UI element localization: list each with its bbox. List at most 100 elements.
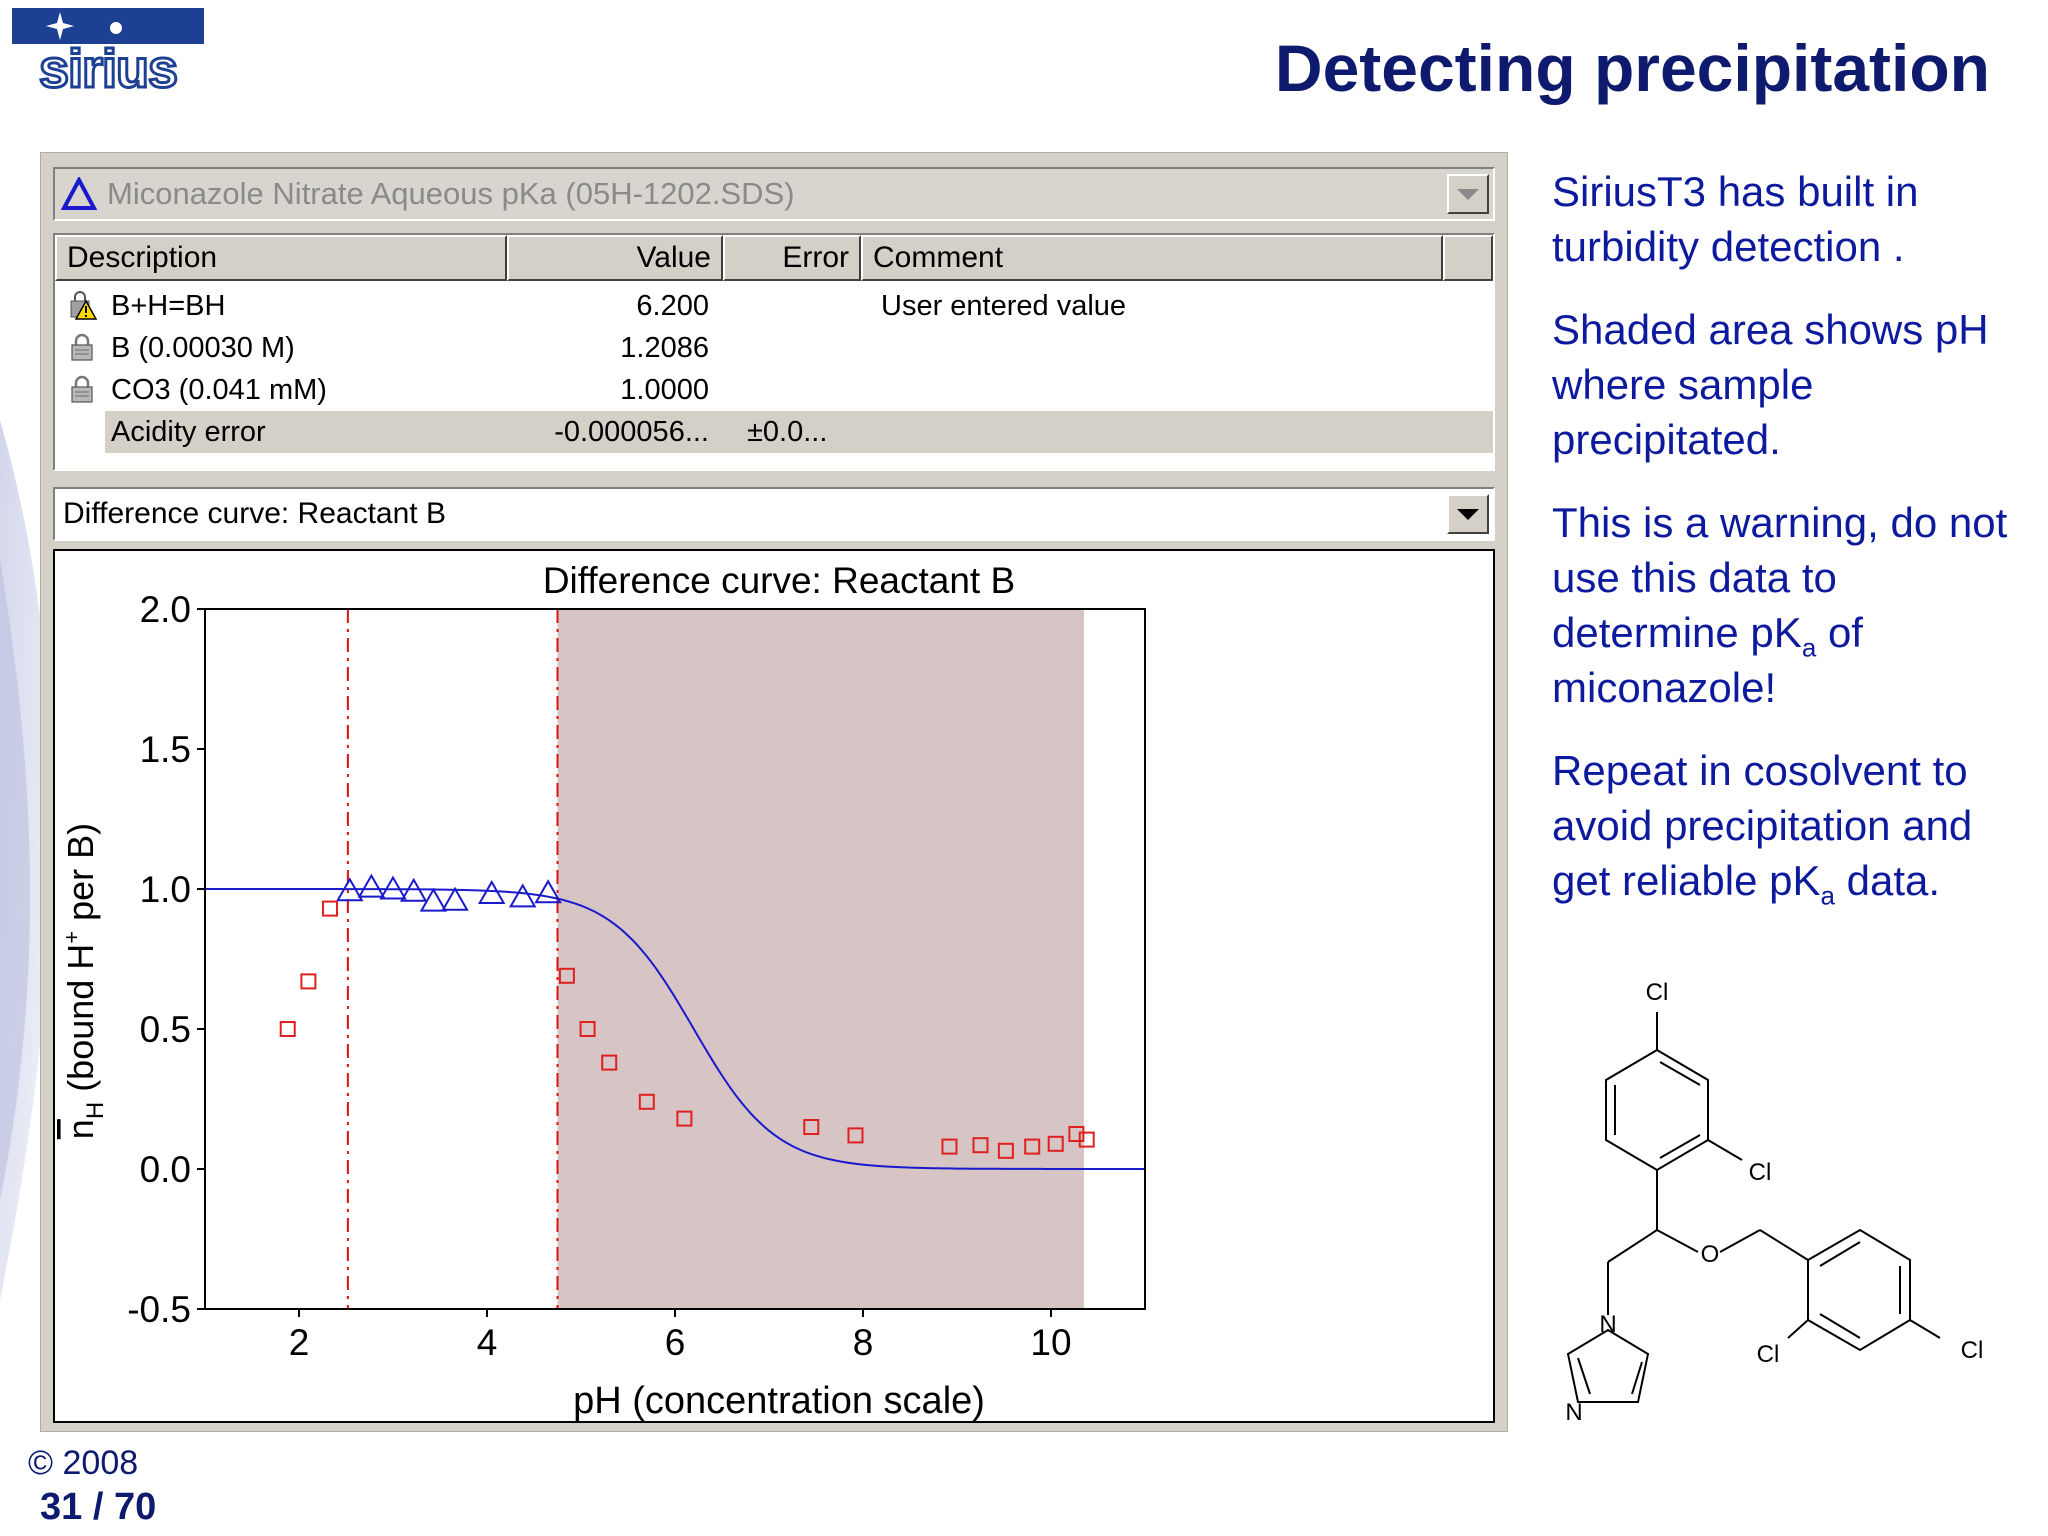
y-tick-label: 1.5	[140, 729, 191, 770]
row-comment: User entered value	[881, 290, 1127, 322]
column-header-description[interactable]: Description	[55, 235, 507, 281]
y-tick-label: -0.5	[127, 1289, 191, 1330]
copyright: © 2008	[28, 1444, 139, 1482]
square-point	[322, 900, 339, 917]
square-point	[279, 1021, 296, 1037]
row-value: 6.200	[636, 290, 709, 322]
row-description: CO3 (0.041 mM)	[111, 374, 327, 406]
dataset-dropdown-button[interactable]	[1447, 174, 1489, 214]
atom-cl-4: Cl	[1961, 1337, 1984, 1364]
triangle-dataset-icon	[61, 177, 97, 210]
y-tick-label: 0.0	[140, 1149, 191, 1190]
square-point	[676, 1110, 693, 1127]
miconazole-structure: Cl Cl O N N Cl Cl	[1565, 979, 1984, 1426]
y-label-rest-a: (bound H	[60, 944, 101, 1102]
y-label-sub: H	[82, 1102, 109, 1119]
sirius-app-panel: Miconazole Nitrate Aqueous pKa (05H-1202…	[40, 152, 1508, 1432]
row-value: 1.2086	[620, 332, 709, 364]
triangle-point	[419, 887, 448, 912]
warning-lock-icon	[70, 291, 97, 320]
triangle-point	[379, 875, 407, 900]
table-row[interactable]: B (0.00030 M) 1.2086	[55, 327, 1493, 369]
square-point	[941, 1138, 958, 1155]
table-row[interactable]: CO3 (0.041 mM) 1.0000	[55, 369, 1493, 411]
curve-dropdown[interactable]: Difference curve: Reactant B	[53, 487, 1495, 541]
fitted-curve-line	[205, 888, 1145, 1170]
square-point	[1078, 1131, 1095, 1148]
triangle-point	[508, 883, 537, 908]
chart-svg: 2 4 6 8 10 2.0 1.5 1.0 0.5 0.0 -0.5 Difference cu…	[59, 560, 1146, 1421]
triangle-point	[441, 886, 469, 911]
square-point	[1047, 1135, 1064, 1152]
row-error: ±0.0...	[747, 416, 828, 448]
x-tick-label: 6	[665, 1322, 686, 1363]
y-label-main: n	[60, 1119, 101, 1139]
side-paragraph-2: Shaded area shows pH where sample precip…	[1552, 306, 1989, 463]
side-paragraph-3: This is a warning, do not use this data …	[1552, 495, 2022, 715]
y-tick-label: 1.0	[140, 869, 191, 910]
chart-title: Difference curve: Reactant B	[543, 560, 1015, 601]
square-point	[1068, 1126, 1085, 1142]
side-p3-sub: a	[1801, 632, 1817, 663]
side-p4-a: Repeat in cosolvent to avoid precipitati…	[1552, 747, 1973, 904]
dataset-dropdown[interactable]: Miconazole Nitrate Aqueous pKa (05H-1202…	[53, 167, 1495, 221]
square-point	[579, 1021, 596, 1037]
x-tick-label: 4	[477, 1322, 498, 1363]
column-header-error[interactable]: Error	[723, 235, 861, 281]
x-tick-label: 8	[853, 1322, 874, 1363]
row-error	[723, 327, 847, 369]
y-axis-label: nH (bound H+ per B)	[59, 823, 109, 1139]
x-axis-label: pH (concentration scale)	[573, 1380, 985, 1421]
page-number: 31 / 70	[40, 1486, 157, 1528]
triangle-point	[357, 873, 386, 898]
difference-curve-chart: 2 4 6 8 10 2.0 1.5 1.0 0.5 0.0 -0.5 Difference cu…	[53, 549, 1495, 1423]
slide-title: Detecting precipitation	[1274, 31, 1990, 105]
atom-cl-2: Cl	[1749, 1159, 1772, 1186]
square-point	[847, 1127, 864, 1144]
triangle-point	[534, 879, 562, 904]
triangle-point	[336, 877, 364, 902]
square-point	[300, 973, 317, 990]
atom-cl-1: Cl	[1646, 979, 1669, 1006]
atom-n-1: N	[1599, 1311, 1616, 1338]
column-header-comment[interactable]: Comment	[861, 235, 1443, 281]
square-point	[638, 1093, 655, 1110]
lock-icon	[71, 333, 93, 361]
square-point	[601, 1054, 618, 1071]
atom-n-2: N	[1565, 1399, 1582, 1426]
side-p4-b: data.	[1834, 857, 1941, 904]
dataset-label: Miconazole Nitrate Aqueous pKa (05H-1202…	[107, 176, 795, 211]
atom-cl-3: Cl	[1757, 1341, 1780, 1368]
chevron-down-icon	[1457, 188, 1479, 200]
precipitation-shaded-region	[557, 609, 1084, 1309]
y-label-rest-b: per B)	[60, 823, 101, 931]
side-explanation: SiriusT3 has built in turbidity detectio…	[1552, 164, 2022, 936]
table-row-selected[interactable]: Acidity error -0.000056... ±0.0...	[55, 411, 1493, 453]
y-label-sup: +	[59, 931, 84, 944]
curve-dropdown-label: Difference curve: Reactant B	[63, 497, 446, 530]
parameters-table: Description Value Error Comment B+H=BH 6…	[53, 233, 1495, 471]
sirius-logo: sirius	[12, 8, 204, 98]
square-point	[803, 1119, 820, 1135]
y-tick-label: 0.5	[140, 1009, 191, 1050]
y-tick-label: 2.0	[140, 589, 191, 630]
row-description: B+H=BH	[111, 290, 226, 322]
chevron-down-icon	[1457, 508, 1479, 520]
column-header-value[interactable]: Value	[507, 235, 723, 281]
lock-icon	[71, 375, 93, 403]
column-header-filler	[1443, 235, 1493, 281]
side-paragraph-4: Repeat in cosolvent to avoid precipitati…	[1552, 743, 2022, 908]
table-row[interactable]: B+H=BH 6.200 User entered value	[55, 285, 1493, 327]
side-p4-sub: a	[1820, 880, 1835, 911]
square-point	[997, 1142, 1014, 1159]
triangle-point	[399, 877, 428, 902]
row-highlight	[105, 411, 1493, 453]
side-p3-a: This is a warning, do not use this data …	[1552, 499, 2008, 656]
row-description: Acidity error	[111, 416, 266, 448]
square-point	[558, 967, 575, 984]
molecule-bonds	[1566, 1012, 1941, 1403]
side-p3-b: of miconazole!	[1552, 609, 1863, 711]
atom-o: O	[1701, 1241, 1720, 1268]
curve-dropdown-button[interactable]	[1447, 494, 1489, 534]
